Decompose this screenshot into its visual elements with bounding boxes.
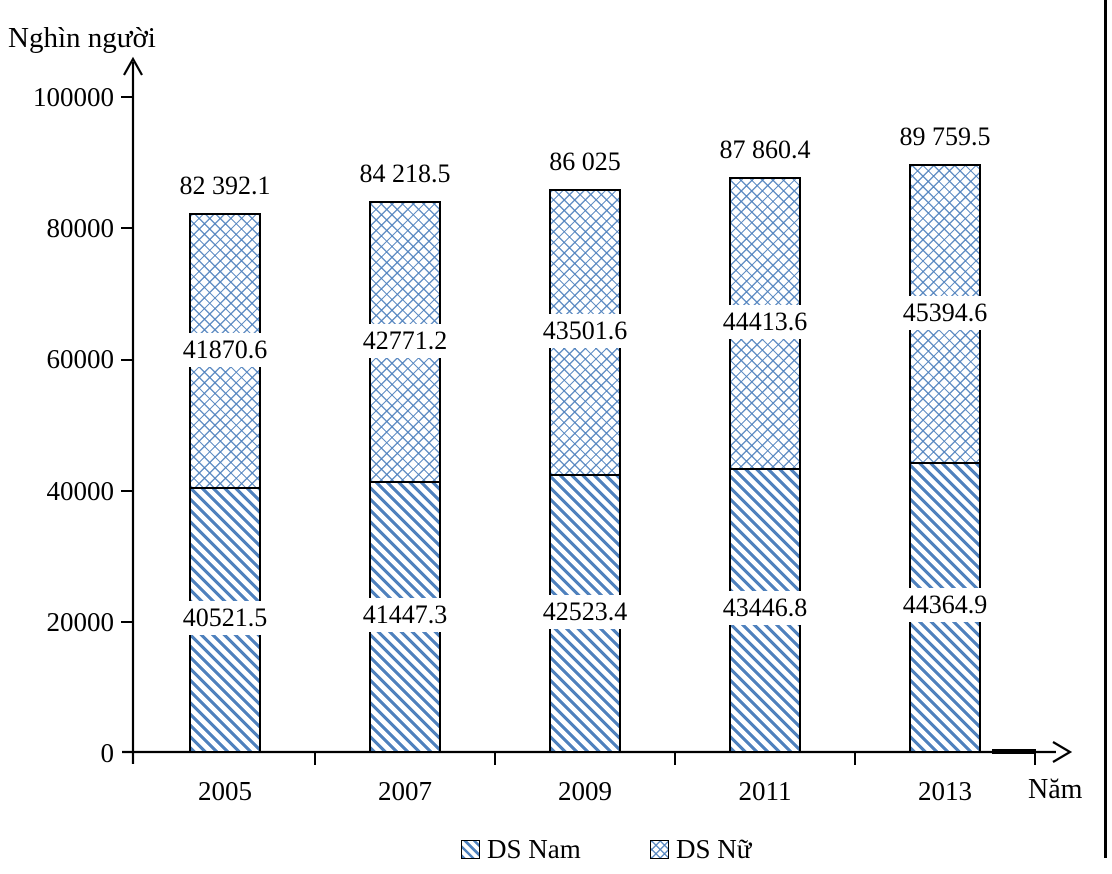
y-tick-label-60000: 60000 (46, 344, 115, 375)
stacked-bar-2013 (909, 164, 981, 753)
total-label-2005: 82 392.1 (179, 170, 271, 200)
value-label-nam-2013: 44364.9 (877, 588, 1013, 623)
total-label-2009: 86 025 (549, 146, 621, 176)
value-label-nam-2007: 41447.3 (337, 598, 473, 633)
y-axis-arrow-icon (123, 56, 143, 76)
y-tick-label-40000: 40000 (46, 475, 115, 506)
x-tick-marks (314, 752, 1036, 765)
total-label-2007: 84 218.5 (359, 158, 451, 188)
x-tick-label-2009: 2009 (558, 776, 612, 806)
stacked-bar-2005 (189, 212, 261, 753)
value-label-nam-2011: 43446.8 (697, 591, 833, 626)
value-label-nu-2013: 45394.6 (877, 296, 1013, 331)
value-label-nam-2005: 40521.5 (157, 601, 293, 636)
y-tick-marks (121, 96, 133, 623)
legend-label-ds-nu: DS Nữ (676, 834, 752, 864)
total-label-2011: 87 860.4 (719, 134, 811, 164)
x-tick-label-2013: 2013 (918, 776, 972, 806)
y-tick-label-0: 0 (100, 738, 115, 768)
value-label-nu-2011: 44413.6 (697, 305, 833, 340)
total-label-2013: 89 759.5 (899, 122, 991, 152)
page-right-border (1104, 0, 1107, 858)
x-tick-label-2011: 2011 (738, 776, 792, 806)
legend-swatch-ds-nu-icon (650, 840, 669, 859)
y-tick-label-80000: 80000 (46, 213, 115, 244)
y-tick-label-20000: 20000 (46, 606, 115, 637)
stacked-bar-2009 (549, 188, 621, 753)
legend-swatch-ds-nam-icon (461, 840, 480, 859)
value-label-nu-2005: 41870.6 (157, 332, 293, 367)
axis-overhang-segment (992, 749, 1036, 754)
x-tick-label-2007: 2007 (378, 776, 432, 806)
stacked-bar-2007 (369, 200, 441, 753)
value-label-nu-2009: 43501.6 (517, 314, 653, 349)
x-axis-title: Năm (1028, 774, 1083, 805)
y-axis-title: Nghìn người (8, 22, 156, 54)
x-tick-label-2005: 2005 (198, 776, 252, 806)
stacked-bar-2011 (729, 176, 801, 753)
y-tick-label-100000: 100000 (33, 82, 114, 112)
value-label-nu-2007: 42771.2 (337, 323, 473, 358)
value-label-nam-2009: 42523.4 (517, 594, 653, 629)
legend-label-ds-nam: DS Nam (487, 834, 581, 864)
x-axis-arrow-icon (1052, 741, 1073, 763)
